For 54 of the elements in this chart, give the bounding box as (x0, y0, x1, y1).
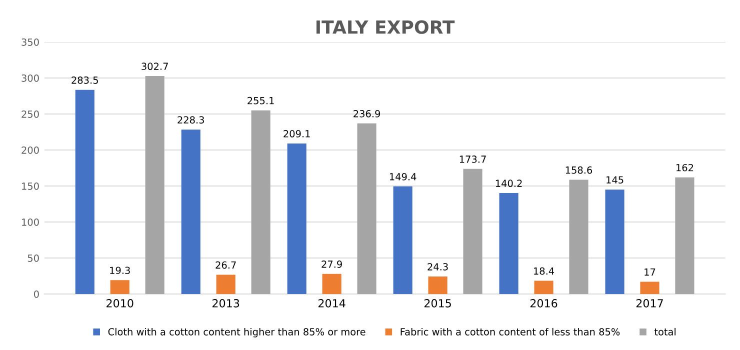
y-tick-label: 150 (22, 182, 39, 190)
data-label: 162 (676, 164, 694, 172)
data-label: 283.5 (72, 76, 98, 84)
bar (640, 282, 660, 294)
data-label: 236.9 (354, 110, 380, 118)
bar (393, 186, 412, 294)
bar (287, 143, 306, 294)
y-tick-label: 250 (22, 110, 39, 118)
bar (75, 90, 94, 294)
y-tick-label: 100 (22, 218, 39, 226)
data-label: 228.3 (178, 116, 204, 124)
bar (181, 130, 200, 294)
bar (357, 123, 376, 294)
bar (675, 177, 694, 294)
bar (428, 276, 448, 294)
data-label: 209.1 (284, 130, 310, 138)
bar (499, 193, 518, 294)
legend-label: Fabric with a cotton content of less than 85% (400, 328, 620, 336)
data-label: 140.2 (496, 180, 522, 188)
data-label: 26.7 (216, 261, 236, 269)
y-tick-label: 300 (22, 74, 39, 82)
legend-label: total (654, 328, 676, 336)
bar (605, 190, 624, 294)
bar (534, 280, 554, 294)
bar (110, 280, 130, 294)
data-label: 173.7 (460, 156, 486, 163)
bar (569, 180, 588, 294)
data-label: 255.1 (248, 96, 274, 104)
data-label: 17 (644, 268, 656, 276)
data-label: 145 (606, 176, 624, 184)
y-tick-label: 0 (34, 290, 39, 298)
bar (216, 274, 236, 294)
bar (145, 76, 164, 294)
x-tick-label: 2017 (636, 299, 663, 308)
legend-label: Cloth with a cotton content higher than 85% or more (108, 328, 366, 338)
data-label: 24.3 (428, 263, 448, 270)
data-label: 302.7 (142, 62, 168, 70)
bar (463, 168, 482, 294)
data-label: 18.4 (534, 267, 554, 275)
data-label: 158.6 (566, 166, 592, 174)
x-tick-label: 2014 (318, 299, 346, 308)
y-tick-label: 50 (28, 254, 39, 262)
data-label: 27.9 (322, 260, 342, 268)
x-tick-label: 2015 (424, 299, 451, 308)
x-tick-label: 2016 (530, 299, 558, 308)
data-label: 19.3 (110, 266, 130, 274)
x-tick-label: 2013 (212, 299, 240, 308)
chart-title: ITALY EXPORT (316, 20, 455, 34)
y-tick-label: 350 (22, 38, 39, 46)
x-tick-label: 2010 (106, 299, 134, 308)
bar (251, 110, 270, 294)
y-tick-label: 200 (22, 146, 39, 154)
bar (322, 274, 342, 294)
data-label: 149.4 (390, 173, 416, 180)
